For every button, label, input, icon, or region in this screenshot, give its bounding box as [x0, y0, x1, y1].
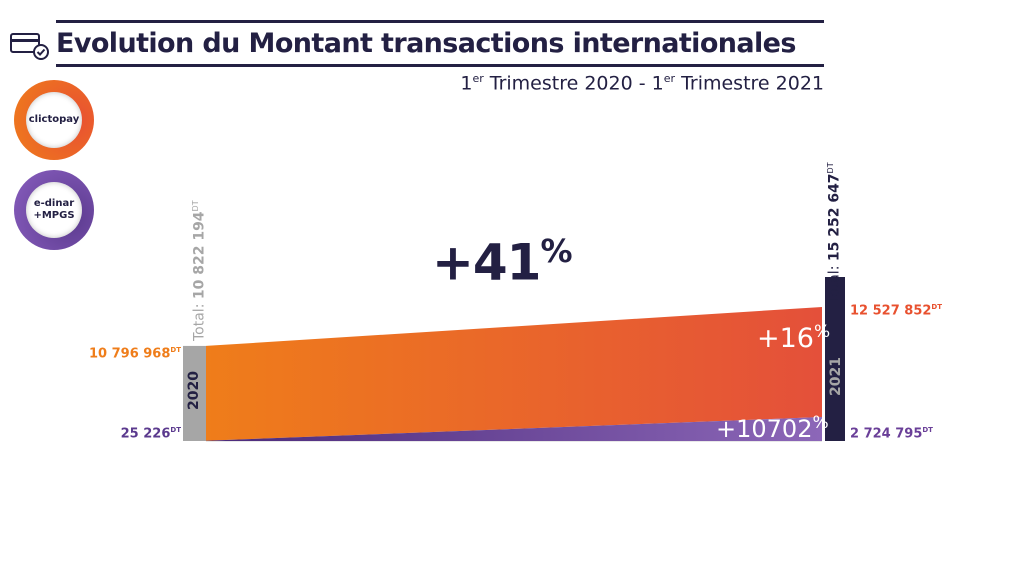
growth-clictopay: +16%: [757, 322, 831, 354]
page-title: Evolution du Montant transactions intern…: [56, 28, 796, 59]
legend-badge-edinar: e-dinar +MPGS: [14, 170, 94, 250]
page-subtitle: 1er Trimestre 2020 - 1er Trimestre 2021: [460, 72, 824, 95]
total-label-2021: Total: 15 252 647DT: [826, 162, 843, 303]
value-clictopay-2020: 10 796 968DT: [88, 346, 181, 362]
value-edinar-2021: 2 724 795DT: [850, 426, 933, 442]
area-edinar: [206, 417, 822, 441]
bar-2021: [825, 277, 845, 441]
area-clictopay: [206, 307, 822, 441]
year-label-2021: 2021: [828, 357, 844, 396]
bar-2020: [183, 345, 206, 441]
value-clictopay-2021: 12 527 852DT: [850, 303, 943, 319]
card-check-icon: [10, 33, 49, 60]
total-growth: +41%: [432, 232, 573, 292]
title-underline: [56, 64, 824, 67]
total-label-2020: Total: 10 822 194DT: [191, 200, 208, 341]
growth-edinar: +10702%: [716, 413, 829, 443]
legend-label-edinar: e-dinar +MPGS: [26, 182, 82, 238]
value-edinar-2020: 25 226DT: [120, 426, 181, 442]
legend-badge-clictopay: clictopay: [14, 80, 94, 160]
year-label-2020: 2020: [186, 371, 202, 410]
top-rule: [56, 20, 824, 23]
legend-label-clictopay: clictopay: [26, 92, 82, 148]
